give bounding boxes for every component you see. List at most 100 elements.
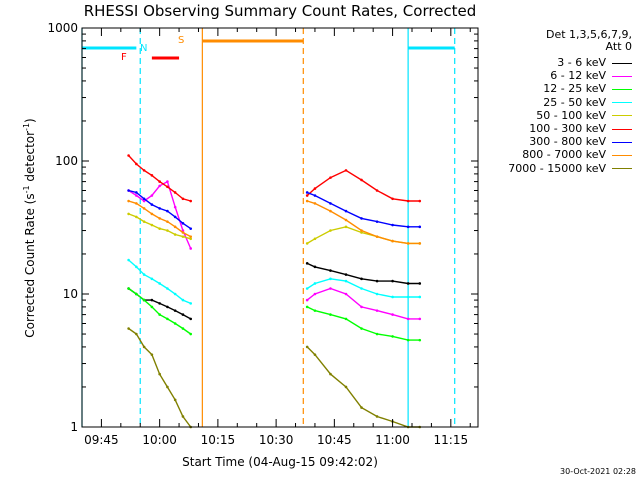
data-point <box>173 205 177 209</box>
data-point <box>142 220 146 223</box>
legend-swatch <box>612 128 632 130</box>
data-point <box>344 169 348 172</box>
data-point <box>313 237 317 241</box>
data-point <box>360 305 363 309</box>
data-point <box>173 233 177 236</box>
series-7 <box>127 199 422 245</box>
series-1 <box>127 180 422 321</box>
data-point <box>375 279 379 283</box>
data-point <box>127 258 130 262</box>
legend-label: 100 - 300 keV <box>529 122 606 135</box>
data-point <box>150 305 154 309</box>
series-line <box>306 226 420 245</box>
series-line <box>128 259 191 305</box>
data-point <box>391 335 394 338</box>
axis-ticks: 1 10 100 1000 09:45 10:00 10:15 10:30 10:45 11:00… <box>47 21 478 447</box>
series-line <box>306 287 420 320</box>
data-point <box>418 338 422 342</box>
data-point <box>135 292 138 296</box>
data-point <box>127 327 130 330</box>
data-point <box>313 292 317 296</box>
data-point <box>189 302 193 305</box>
legend-entry: 300 - 800 keV <box>529 135 632 148</box>
data-point <box>329 209 332 213</box>
data-point <box>329 176 332 179</box>
data-point <box>173 292 177 296</box>
data-point <box>166 305 169 309</box>
legend-header-2: Att 0 <box>605 40 632 53</box>
data-point <box>375 189 379 192</box>
data-point <box>305 345 309 349</box>
data-point <box>305 262 309 265</box>
legend-entry: 7000 - 15000 keV <box>508 162 632 175</box>
data-point <box>375 415 379 418</box>
data-point <box>158 282 161 285</box>
legend-swatch <box>612 141 632 143</box>
legend-label: 12 - 25 keV <box>543 82 606 96</box>
data-point <box>150 298 154 302</box>
data-point <box>391 313 394 316</box>
data-point <box>360 229 363 232</box>
x-tick-label: 10:00 <box>142 433 177 447</box>
series-8 <box>127 327 422 429</box>
data-point <box>150 194 154 197</box>
data-point <box>173 191 177 194</box>
data-point <box>305 194 309 197</box>
data-point <box>313 309 317 312</box>
legend-swatch <box>612 88 632 90</box>
data-point <box>344 225 348 229</box>
data-point <box>135 194 138 197</box>
x-tick-label: 09:45 <box>84 433 119 447</box>
series-4 <box>127 212 422 245</box>
data-point <box>127 212 130 216</box>
series-layer <box>127 154 422 429</box>
flags-layer <box>81 28 456 427</box>
data-point <box>135 332 138 336</box>
legend-label: 3 - 6 keV <box>557 56 606 69</box>
data-point <box>127 287 130 290</box>
data-point <box>135 202 138 205</box>
data-point <box>418 199 422 203</box>
data-point <box>313 282 317 285</box>
data-point <box>166 180 169 183</box>
data-point <box>158 302 161 305</box>
data-point <box>391 223 394 227</box>
series-line <box>306 169 420 202</box>
flare-flag-label: F <box>121 52 127 63</box>
data-point <box>158 207 161 210</box>
y-tick-label: 10 <box>63 287 78 301</box>
data-point <box>189 247 193 250</box>
data-point <box>305 298 309 302</box>
legend-label: 50 - 100 keV <box>536 108 606 122</box>
legend-swatch <box>612 75 632 77</box>
data-point <box>135 162 138 166</box>
data-point <box>158 180 161 183</box>
data-point <box>135 191 138 194</box>
data-point <box>166 317 169 321</box>
data-point <box>150 203 154 206</box>
data-point <box>158 184 161 188</box>
data-point <box>329 287 332 290</box>
data-point <box>150 277 154 281</box>
legend-swatch <box>612 62 632 64</box>
data-point <box>135 265 138 269</box>
data-point <box>127 154 130 157</box>
legend-label: 6 - 12 keV <box>550 69 606 83</box>
data-point <box>329 313 332 316</box>
data-point <box>305 242 309 245</box>
data-point <box>391 197 394 201</box>
data-point <box>181 298 185 302</box>
data-point <box>313 202 317 205</box>
legend-entry: 100 - 300 keV <box>529 122 632 135</box>
data-point <box>360 287 363 290</box>
x-tick-label: 10:15 <box>201 433 236 447</box>
data-point <box>189 332 193 336</box>
data-point <box>406 295 410 299</box>
data-point <box>173 215 177 219</box>
data-point <box>189 317 193 321</box>
data-point <box>142 273 146 276</box>
data-point <box>166 385 169 389</box>
data-point <box>150 212 154 216</box>
data-point <box>127 189 130 192</box>
